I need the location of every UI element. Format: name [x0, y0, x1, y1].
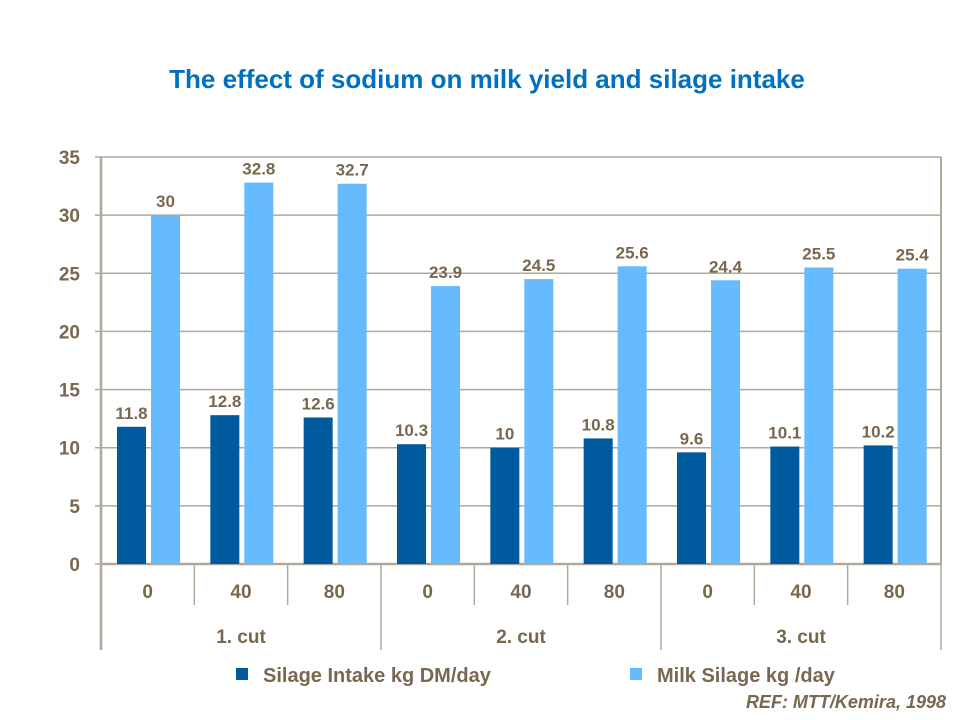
bar-silage-intake [490, 447, 520, 564]
bar-milk-silage [337, 183, 367, 564]
reference-note: REF: MTT/Kemira, 1998 [745, 692, 946, 712]
data-label: 9.6 [680, 429, 704, 448]
bar-milk-silage [897, 268, 927, 564]
data-label: 10.2 [862, 422, 895, 441]
data-label: 12.6 [302, 394, 335, 413]
bar-milk-silage [617, 266, 647, 564]
bar-silage-intake [397, 444, 426, 564]
data-label: 25.5 [802, 244, 835, 263]
legend-swatch [630, 668, 642, 680]
y-tick-label: 20 [59, 322, 80, 343]
y-tick-label: 25 [59, 264, 81, 285]
legend-label: Silage Intake kg DM/day [263, 665, 492, 687]
bar-silage-intake [303, 417, 333, 564]
x-tick-label: 80 [884, 582, 905, 603]
bar-silage-intake [770, 446, 800, 564]
x-tick-label: 0 [422, 582, 433, 603]
y-tick-label: 0 [69, 555, 80, 576]
bar-silage-intake [863, 445, 893, 564]
bar-silage-intake [677, 452, 706, 564]
chart-title: The effect of sodium on milk yield and s… [169, 64, 805, 94]
data-label: 11.8 [115, 404, 147, 423]
data-label: 10.8 [582, 415, 615, 434]
bar-milk-silage [524, 279, 554, 564]
y-tick-label: 15 [59, 381, 81, 402]
data-label: 24.4 [709, 257, 743, 276]
data-label: 10 [495, 425, 514, 444]
bar-silage-intake [210, 415, 240, 564]
data-label: 10.3 [395, 421, 428, 440]
group-label: 1. cut [216, 627, 266, 648]
x-tick-label: 80 [604, 582, 625, 603]
data-label: 10.1 [768, 424, 801, 443]
data-label: 30 [156, 192, 175, 211]
data-label: 12.8 [208, 392, 241, 411]
y-tick-label: 5 [69, 497, 80, 518]
bar-milk-silage [151, 215, 180, 564]
bar-milk-silage [711, 280, 740, 564]
data-label: 32.7 [336, 161, 369, 180]
bar-milk-silage [431, 286, 460, 564]
data-label: 32.8 [242, 160, 275, 179]
bar-silage-intake [583, 438, 613, 564]
data-label: 23.9 [429, 263, 462, 282]
y-tick-label: 10 [59, 439, 80, 460]
legend-label: Milk Silage kg /day [657, 665, 836, 687]
x-tick-label: 40 [790, 582, 811, 603]
group-label: 3. cut [776, 627, 826, 648]
data-label: 24.5 [522, 256, 555, 275]
bar-milk-silage [244, 182, 274, 564]
legend-swatch [236, 668, 248, 680]
bar-silage-intake [117, 426, 146, 564]
x-tick-label: 40 [510, 582, 531, 603]
x-tick-label: 0 [702, 582, 713, 603]
group-label: 2. cut [496, 627, 546, 648]
x-tick-label: 40 [230, 582, 251, 603]
x-tick-label: 80 [324, 582, 345, 603]
y-tick-label: 30 [59, 206, 80, 227]
data-label: 25.4 [896, 246, 930, 265]
y-tick-label: 35 [59, 148, 81, 169]
bar-milk-silage [804, 267, 834, 564]
data-label: 25.6 [616, 243, 649, 262]
x-tick-label: 0 [142, 582, 153, 603]
